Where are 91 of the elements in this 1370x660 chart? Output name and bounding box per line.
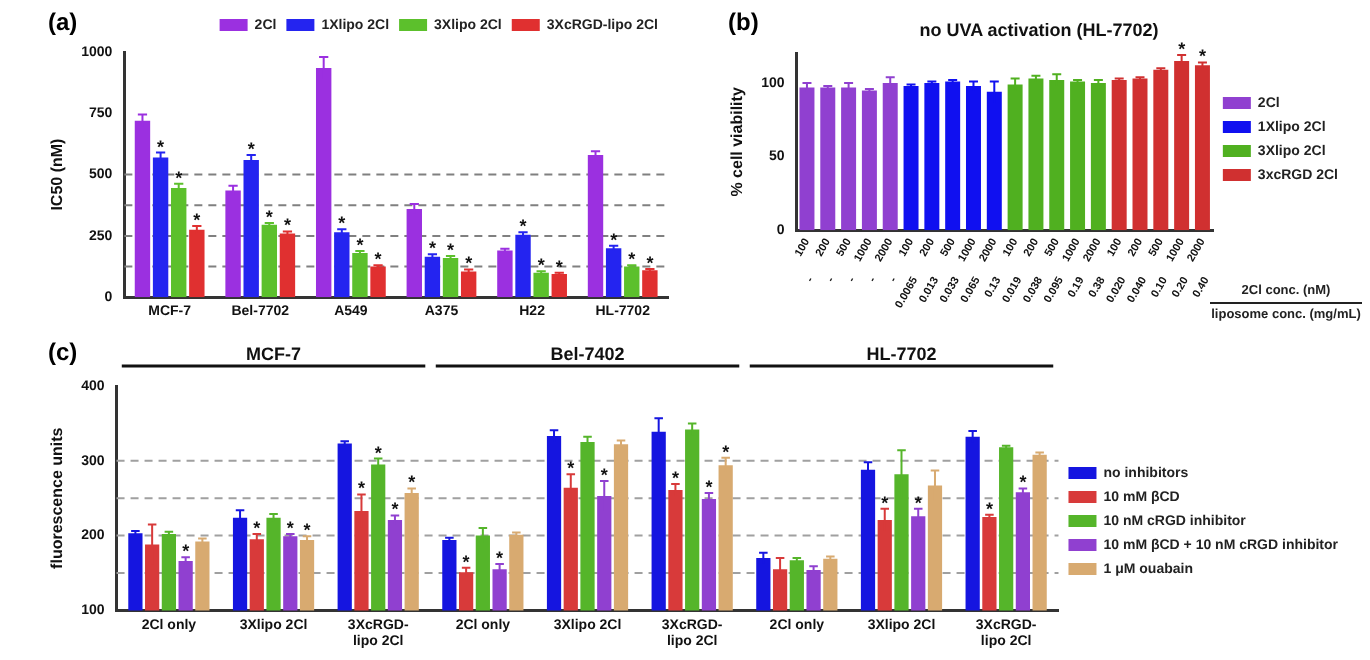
data-label: * (985, 498, 994, 519)
text: Bel-7402 (550, 343, 625, 364)
bar (134, 120, 151, 298)
data-label: * (722, 441, 731, 462)
data-label: * (391, 499, 400, 520)
text: (c) (48, 338, 78, 366)
data-label: * (519, 216, 528, 237)
data-label: * (447, 239, 456, 260)
bar (424, 256, 441, 298)
data-label: * (465, 253, 474, 274)
bar (1132, 78, 1148, 231)
data-label: * (193, 210, 202, 231)
data-label: * (182, 541, 191, 562)
bar (243, 159, 259, 298)
data-label: * (567, 458, 576, 479)
data-label: * (265, 206, 274, 227)
chart-title: no UVA activation (HL-7702) (919, 19, 1159, 40)
y-axis-title: fluorescence units (48, 426, 67, 569)
data-label: * (496, 547, 505, 568)
bar (605, 248, 622, 298)
data-label: * (881, 492, 890, 513)
bar (841, 87, 857, 231)
bar (279, 233, 296, 298)
bar (1070, 81, 1086, 231)
data-label: * (610, 229, 619, 250)
data-label: * (628, 249, 637, 270)
bar (352, 253, 368, 298)
bar (587, 154, 604, 298)
data-label: * (374, 442, 383, 463)
bar (861, 90, 877, 231)
bar (882, 83, 898, 231)
bar (370, 266, 386, 298)
bar (225, 190, 241, 298)
bar (551, 273, 567, 298)
bar (799, 87, 815, 231)
data-label: * (303, 520, 312, 541)
data-label: * (338, 213, 347, 234)
bar (497, 250, 513, 298)
bar (515, 234, 531, 298)
data-label: * (247, 138, 256, 159)
bar (1049, 80, 1065, 231)
data-label: * (555, 256, 564, 277)
data-label: * (705, 476, 714, 497)
data-label: * (1198, 46, 1207, 67)
data-label: * (671, 467, 680, 488)
text: (b) (728, 8, 759, 36)
bar (261, 224, 278, 298)
bar (1090, 83, 1106, 231)
data-label: * (646, 252, 655, 273)
data-label: * (914, 492, 923, 513)
data-label: * (1019, 472, 1028, 493)
bar (406, 208, 422, 298)
bar (945, 81, 961, 231)
y-axis-title: IC50 (nM) (48, 137, 67, 211)
bar (924, 83, 940, 231)
bar (533, 272, 549, 298)
data-label: * (428, 238, 437, 259)
y-axis-title: % cell viability (728, 86, 747, 197)
bar (1153, 69, 1169, 231)
data-label: * (157, 136, 166, 157)
data-label: * (283, 215, 292, 236)
data-label: * (286, 518, 295, 539)
bar (334, 232, 350, 298)
text: HL-7702 (866, 343, 937, 364)
bar (820, 87, 836, 231)
data-label: * (356, 235, 365, 256)
data-label: * (600, 464, 609, 485)
bar (1194, 65, 1210, 231)
bar (1028, 78, 1044, 231)
data-label: * (408, 472, 417, 493)
text: MCF-7 (246, 343, 302, 364)
bar (1007, 84, 1023, 231)
bar (189, 229, 205, 298)
bar (152, 157, 169, 298)
bar (460, 271, 477, 298)
data-label: * (374, 249, 383, 270)
data-label: * (1178, 39, 1187, 60)
bar (442, 257, 459, 298)
bar (965, 85, 981, 231)
bar (1111, 80, 1127, 231)
bar (624, 266, 640, 298)
bar (1174, 60, 1190, 231)
data-label: * (462, 551, 471, 572)
data-label: * (175, 167, 184, 188)
bar (903, 85, 919, 231)
bar (642, 270, 658, 298)
data-label: * (537, 255, 546, 276)
data-label: * (357, 478, 366, 499)
data-label: * (253, 518, 262, 539)
bar (171, 188, 187, 298)
text: (a) (48, 8, 78, 36)
